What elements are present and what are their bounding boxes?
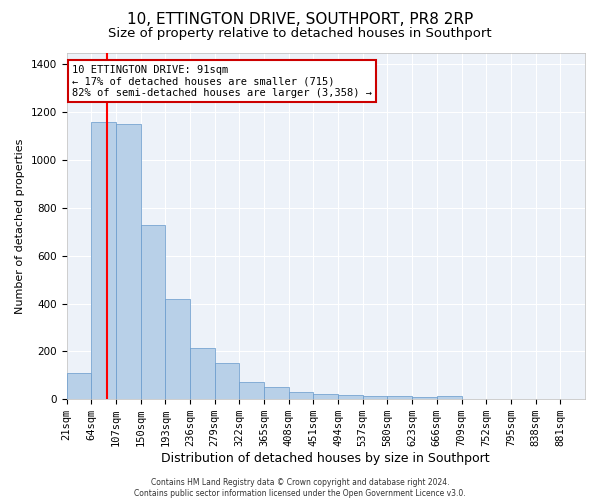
Text: Size of property relative to detached houses in Southport: Size of property relative to detached ho…: [108, 28, 492, 40]
Bar: [190, 348, 215, 399]
Bar: [289, 392, 313, 399]
Bar: [239, 382, 264, 399]
Bar: [437, 396, 461, 399]
Text: 10 ETTINGTON DRIVE: 91sqm
← 17% of detached houses are smaller (715)
82% of semi: 10 ETTINGTON DRIVE: 91sqm ← 17% of detac…: [72, 64, 372, 98]
Bar: [388, 396, 412, 399]
Bar: [165, 299, 190, 399]
Bar: [264, 388, 289, 399]
Bar: [116, 124, 140, 399]
Bar: [67, 373, 91, 399]
Text: 10, ETTINGTON DRIVE, SOUTHPORT, PR8 2RP: 10, ETTINGTON DRIVE, SOUTHPORT, PR8 2RP: [127, 12, 473, 28]
Bar: [313, 394, 338, 399]
Bar: [363, 396, 388, 399]
Y-axis label: Number of detached properties: Number of detached properties: [15, 138, 25, 314]
Bar: [215, 364, 239, 399]
Bar: [91, 122, 116, 399]
Bar: [338, 395, 363, 399]
Bar: [412, 397, 437, 399]
Bar: [140, 224, 165, 399]
Text: Contains HM Land Registry data © Crown copyright and database right 2024.
Contai: Contains HM Land Registry data © Crown c…: [134, 478, 466, 498]
X-axis label: Distribution of detached houses by size in Southport: Distribution of detached houses by size …: [161, 452, 490, 465]
